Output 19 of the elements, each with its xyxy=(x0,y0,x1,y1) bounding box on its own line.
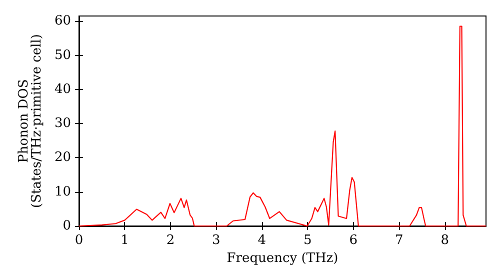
x-tick-label: 7 xyxy=(394,233,404,248)
x-tick-label: 8 xyxy=(440,233,449,248)
x-tick-label: 2 xyxy=(166,233,175,248)
x-tick-label: 6 xyxy=(349,233,358,248)
y-tick-label: 10 xyxy=(54,184,71,200)
y-tick-label: 40 xyxy=(54,82,71,97)
line-series xyxy=(78,26,487,227)
x-tick-label: 4 xyxy=(258,233,266,248)
y-tick-label: 0 xyxy=(62,218,71,234)
y-tick-label: 20 xyxy=(54,150,71,166)
x-tick-label: 1 xyxy=(120,233,129,248)
x-tick-label: 3 xyxy=(212,233,220,248)
x-tick-label: 5 xyxy=(304,233,312,248)
x-axis-title: Frequency (THz) xyxy=(226,250,338,266)
y-tick-label: 50 xyxy=(54,48,71,63)
y-tick-label: 30 xyxy=(54,116,71,132)
y-axis-title: Phonon DOS (States/THz·primitive cell) xyxy=(16,34,45,208)
x-tick-label: 0 xyxy=(74,233,84,248)
y-tick-label: 60 xyxy=(54,14,71,29)
